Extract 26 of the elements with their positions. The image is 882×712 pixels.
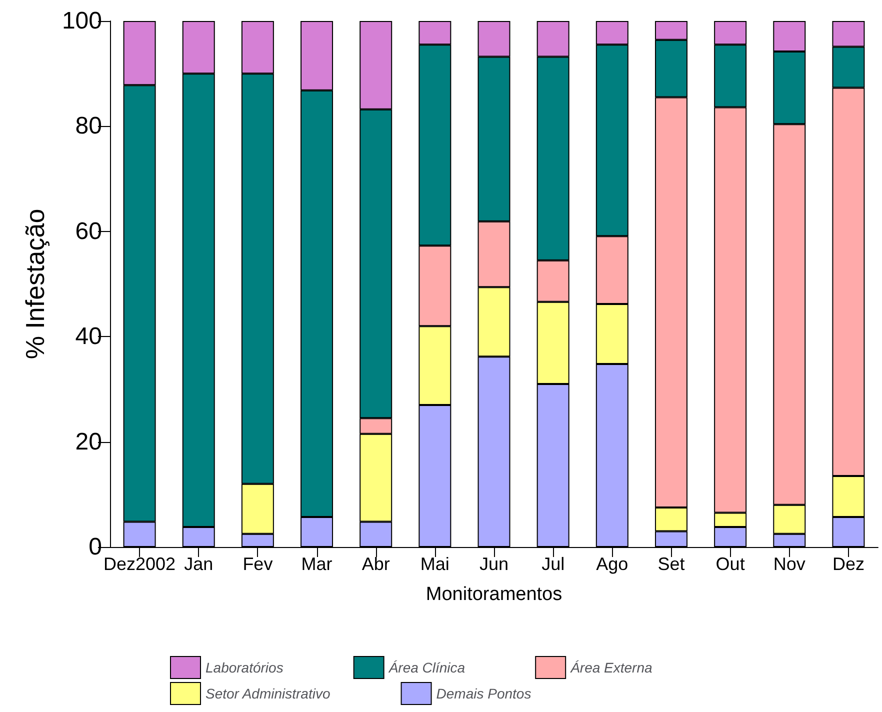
legend-label: Setor Administrativo <box>206 686 330 702</box>
x-tick-label: Nov <box>773 554 806 574</box>
x-tick-label: Ago <box>596 554 628 574</box>
x-tick-label: Abr <box>362 554 390 574</box>
y-tick-label: 60 <box>75 218 102 245</box>
x-tick-label: Fev <box>242 554 273 574</box>
y-tick-label: 100 <box>62 8 102 34</box>
y-tick-label: 20 <box>75 428 102 456</box>
x-tick-label: Dez <box>832 554 864 574</box>
x-tick-label: Jul <box>542 554 565 574</box>
y-tick-label: 0 <box>88 534 102 560</box>
legend-label: Laboratórios <box>206 660 284 676</box>
x-tick-label: Jan <box>184 554 214 574</box>
y-tick-label: 40 <box>75 323 102 350</box>
legend-label: Área Clínica <box>388 660 466 676</box>
x-tick-label: Dez2002 <box>104 554 176 574</box>
x-tick-label: Mai <box>420 554 450 574</box>
y-tick-label: 80 <box>75 112 102 140</box>
x-tick-label: Mar <box>301 554 332 574</box>
x-axis-title: Monitoramentos <box>426 584 562 605</box>
x-tick-label: Set <box>658 554 685 574</box>
x-tick-label: Out <box>716 554 745 574</box>
legend-label: Área Externa <box>570 660 653 676</box>
y-axis-title: % Infestação <box>20 208 50 360</box>
x-tick-label: Jun <box>479 554 509 574</box>
legend-label: Demais Pontos <box>436 686 532 702</box>
